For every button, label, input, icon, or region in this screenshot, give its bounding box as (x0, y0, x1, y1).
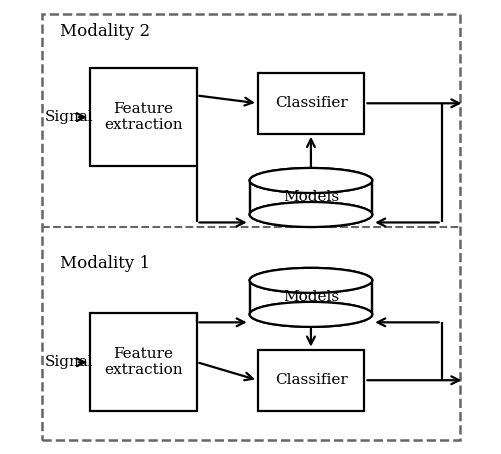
Ellipse shape (249, 302, 371, 327)
Bar (249, 180, 371, 215)
Ellipse shape (249, 202, 371, 227)
Bar (249, 280, 371, 314)
Text: Classifier: Classifier (274, 96, 347, 110)
Ellipse shape (249, 168, 371, 193)
FancyBboxPatch shape (258, 350, 364, 411)
Ellipse shape (249, 268, 371, 293)
Ellipse shape (249, 168, 371, 193)
Ellipse shape (249, 302, 371, 327)
FancyBboxPatch shape (90, 313, 196, 411)
Text: Modality 2: Modality 2 (60, 23, 150, 40)
Text: Modality 1: Modality 1 (60, 255, 150, 272)
Text: Feature
extraction: Feature extraction (104, 102, 182, 132)
Ellipse shape (249, 202, 371, 227)
Text: Signal: Signal (45, 355, 93, 369)
Text: Classifier: Classifier (274, 373, 347, 387)
FancyBboxPatch shape (90, 68, 196, 166)
Text: Models: Models (282, 191, 338, 204)
Text: Models: Models (282, 291, 338, 304)
Text: Feature
extraction: Feature extraction (104, 347, 182, 377)
Ellipse shape (249, 268, 371, 293)
Text: Signal: Signal (45, 110, 93, 124)
FancyBboxPatch shape (258, 73, 364, 134)
